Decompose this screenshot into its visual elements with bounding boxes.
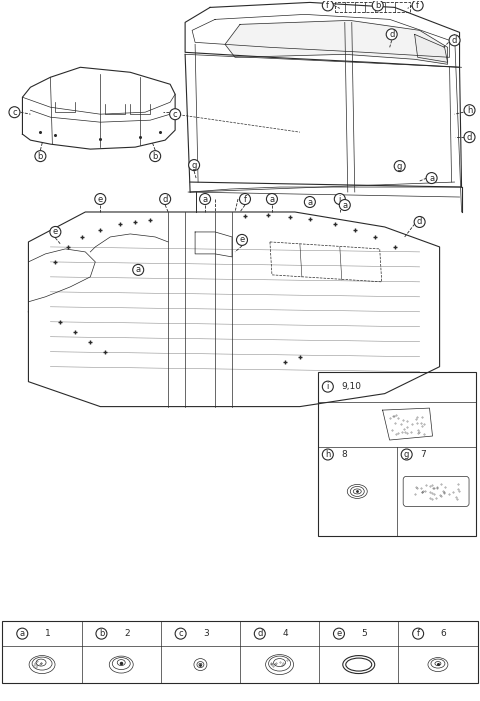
Circle shape [35, 151, 46, 162]
Text: f: f [417, 629, 420, 638]
Circle shape [339, 200, 350, 210]
Text: d: d [162, 194, 168, 203]
Text: b: b [38, 151, 43, 161]
Circle shape [150, 151, 161, 162]
Text: g: g [192, 161, 197, 170]
Text: g: g [397, 162, 402, 170]
Text: e: e [240, 236, 245, 245]
Polygon shape [415, 34, 447, 62]
Text: e: e [336, 629, 342, 638]
Circle shape [17, 628, 28, 639]
Circle shape [237, 234, 248, 245]
Text: a: a [307, 198, 312, 207]
Text: d: d [389, 30, 395, 39]
Polygon shape [225, 20, 447, 64]
Text: d: d [417, 217, 422, 226]
Text: 8: 8 [342, 450, 348, 459]
Circle shape [386, 29, 397, 40]
Text: e: e [97, 194, 103, 203]
Text: c: c [173, 109, 178, 118]
Text: i: i [338, 194, 341, 203]
Circle shape [95, 193, 106, 205]
Circle shape [412, 0, 423, 11]
Text: d: d [467, 132, 472, 142]
Text: a: a [203, 194, 208, 203]
Text: 5: 5 [361, 629, 367, 638]
Text: g: g [404, 450, 409, 459]
Text: 3: 3 [203, 629, 209, 638]
Circle shape [464, 104, 475, 116]
Circle shape [240, 193, 251, 205]
Circle shape [323, 0, 333, 11]
Circle shape [160, 193, 171, 205]
Circle shape [200, 193, 211, 205]
Circle shape [414, 217, 425, 227]
Circle shape [464, 132, 475, 142]
Circle shape [254, 628, 265, 639]
Circle shape [96, 628, 107, 639]
Text: 9,10: 9,10 [342, 382, 362, 391]
Text: a: a [429, 174, 434, 182]
Text: 6: 6 [441, 629, 446, 638]
Circle shape [372, 0, 383, 11]
Text: f: f [416, 1, 419, 10]
Circle shape [132, 264, 144, 275]
Circle shape [449, 35, 460, 46]
Text: e: e [53, 227, 58, 236]
Bar [318, 372, 476, 536]
Text: 2: 2 [124, 629, 130, 638]
Circle shape [426, 172, 437, 184]
Text: a: a [20, 629, 25, 638]
Circle shape [304, 196, 315, 207]
Text: b: b [375, 1, 381, 10]
Circle shape [323, 449, 333, 460]
Circle shape [9, 107, 20, 118]
Text: b: b [99, 629, 104, 638]
Text: b: b [153, 151, 158, 161]
Text: a: a [269, 194, 275, 203]
Text: 1: 1 [45, 629, 50, 638]
Text: d: d [257, 629, 263, 638]
Text: d: d [452, 36, 457, 45]
Circle shape [413, 628, 424, 639]
Circle shape [175, 628, 186, 639]
Text: c: c [178, 629, 183, 638]
Text: a: a [342, 200, 348, 210]
Text: c: c [12, 108, 17, 116]
Text: h: h [467, 106, 472, 115]
Circle shape [401, 449, 412, 460]
Circle shape [334, 628, 345, 639]
Bar [335, 2, 409, 13]
Text: f: f [326, 1, 329, 10]
Text: f: f [243, 194, 247, 203]
Circle shape [394, 161, 405, 172]
Circle shape [323, 381, 333, 392]
Text: 7: 7 [420, 450, 426, 459]
Text: 4: 4 [282, 629, 288, 638]
Circle shape [334, 193, 345, 205]
Circle shape [169, 109, 180, 120]
Circle shape [266, 193, 277, 205]
Text: a: a [136, 266, 141, 274]
Text: i: i [326, 382, 329, 391]
Circle shape [189, 160, 200, 170]
Text: h: h [325, 450, 331, 459]
Bar [2, 621, 478, 683]
Circle shape [50, 226, 61, 238]
